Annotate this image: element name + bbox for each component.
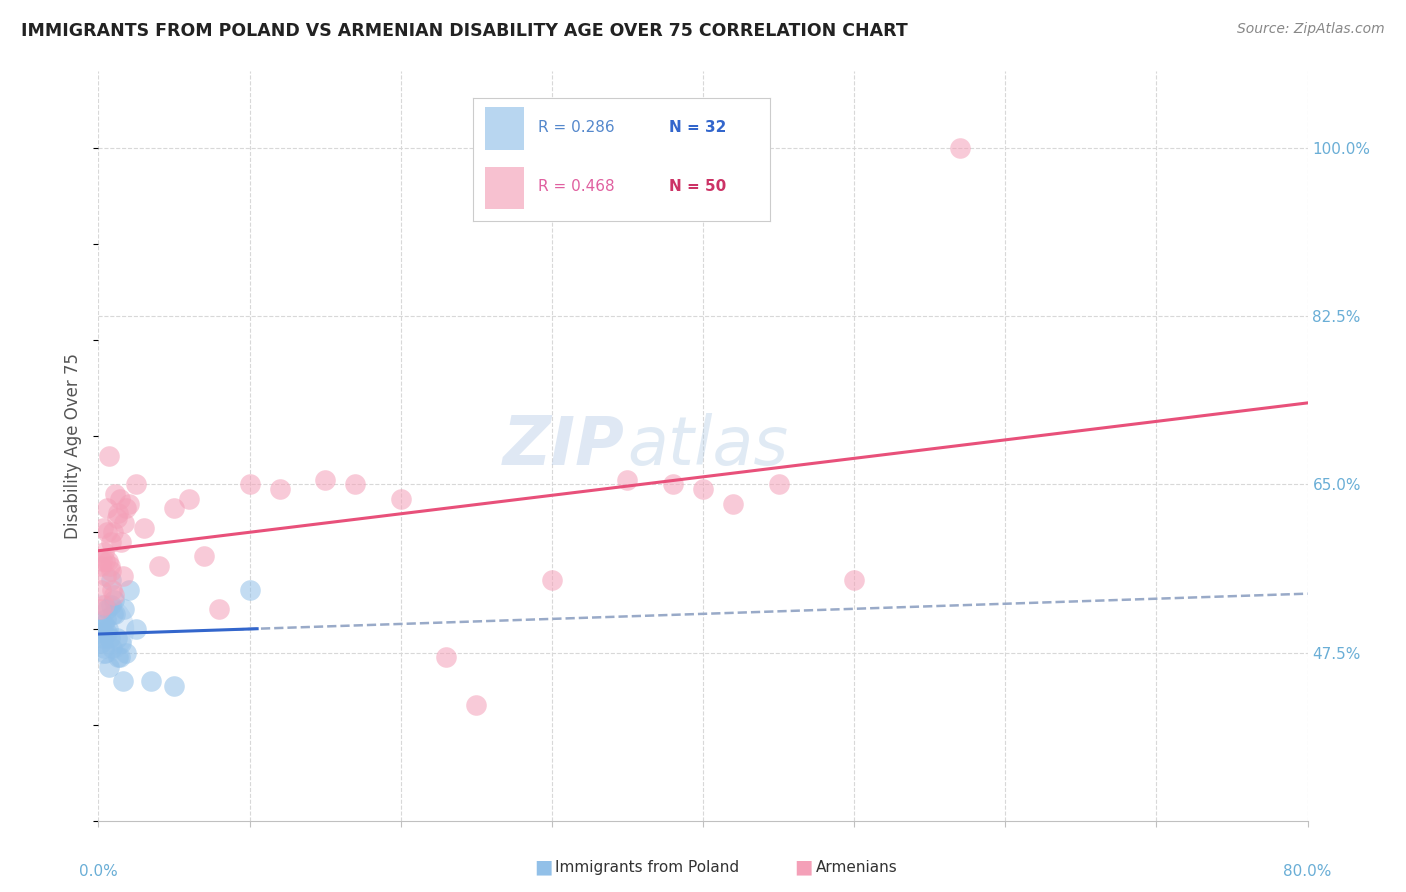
Point (112, 516, 135, 530)
Point (193, 549, 215, 564)
Point (269, 482, 291, 496)
Text: atlas: atlas (627, 413, 787, 479)
Point (96, 501, 118, 516)
Point (90, 583, 112, 598)
Point (97, 622, 120, 636)
Point (98, 631, 121, 645)
Point (949, 141, 972, 155)
Y-axis label: Disability Age Over 75: Disability Age Over 75 (65, 353, 83, 539)
Point (104, 607, 127, 621)
Point (93, 640, 115, 655)
Point (110, 535, 132, 549)
Point (100, 564, 122, 578)
Point (105, 631, 128, 645)
Point (125, 477, 148, 491)
Point (98, 660, 121, 674)
Point (163, 679, 186, 693)
Point (723, 497, 745, 511)
Point (93, 544, 115, 558)
Point (96, 602, 118, 616)
Point (91, 554, 114, 568)
Point (101, 583, 124, 598)
Point (114, 646, 136, 660)
Point (103, 592, 125, 607)
Point (692, 482, 714, 496)
Point (844, 574, 866, 588)
Point (616, 473, 638, 487)
Point (101, 525, 124, 540)
Point (89, 626, 111, 640)
Point (163, 501, 186, 516)
Point (132, 521, 155, 535)
Text: Armenians: Armenians (815, 861, 897, 875)
Point (104, 487, 127, 501)
Point (118, 497, 141, 511)
Point (125, 622, 148, 636)
Point (208, 602, 231, 616)
Point (89, 622, 111, 636)
Point (179, 491, 201, 506)
Point (90, 622, 112, 636)
Point (141, 674, 163, 689)
Point (94, 568, 117, 582)
Point (94, 554, 117, 568)
Point (465, 698, 488, 713)
Point (94, 612, 117, 626)
Point (98, 449, 121, 463)
Text: 0.0%: 0.0% (79, 863, 118, 879)
Point (110, 636, 132, 650)
Point (89, 602, 111, 616)
Point (118, 583, 141, 598)
Point (239, 477, 262, 491)
Point (148, 559, 170, 574)
Point (107, 506, 129, 520)
Point (101, 640, 124, 655)
Point (239, 583, 262, 598)
Point (314, 473, 336, 487)
Point (97, 554, 120, 568)
Point (91, 521, 114, 535)
Point (93, 616, 115, 631)
Point (108, 650, 131, 665)
Point (100, 598, 122, 612)
Text: ZIP: ZIP (502, 413, 624, 479)
Point (108, 491, 131, 506)
Point (540, 574, 562, 588)
Point (103, 588, 125, 602)
Point (101, 607, 124, 621)
Point (98, 559, 121, 574)
Point (111, 568, 134, 582)
Point (434, 650, 457, 665)
Text: Immigrants from Poland: Immigrants from Poland (555, 861, 740, 875)
Point (90, 636, 112, 650)
Point (112, 602, 135, 616)
Point (389, 491, 412, 506)
Point (768, 477, 790, 491)
Point (105, 511, 128, 525)
Text: 80.0%: 80.0% (1284, 863, 1331, 879)
Text: ■: ■ (534, 857, 553, 876)
Point (96, 626, 118, 640)
Point (344, 477, 367, 491)
Point (94, 646, 117, 660)
Point (111, 674, 134, 689)
Point (100, 535, 122, 549)
Point (96, 525, 118, 540)
Point (661, 477, 683, 491)
Text: IMMIGRANTS FROM POLAND VS ARMENIAN DISABILITY AGE OVER 75 CORRELATION CHART: IMMIGRANTS FROM POLAND VS ARMENIAN DISAB… (21, 22, 908, 40)
Point (107, 650, 129, 665)
Text: ■: ■ (794, 857, 813, 876)
Point (91, 622, 114, 636)
Point (91, 631, 114, 645)
Point (90, 559, 112, 574)
Point (93, 598, 115, 612)
Text: Source: ZipAtlas.com: Source: ZipAtlas.com (1237, 22, 1385, 37)
Point (100, 574, 122, 588)
Point (114, 501, 136, 516)
